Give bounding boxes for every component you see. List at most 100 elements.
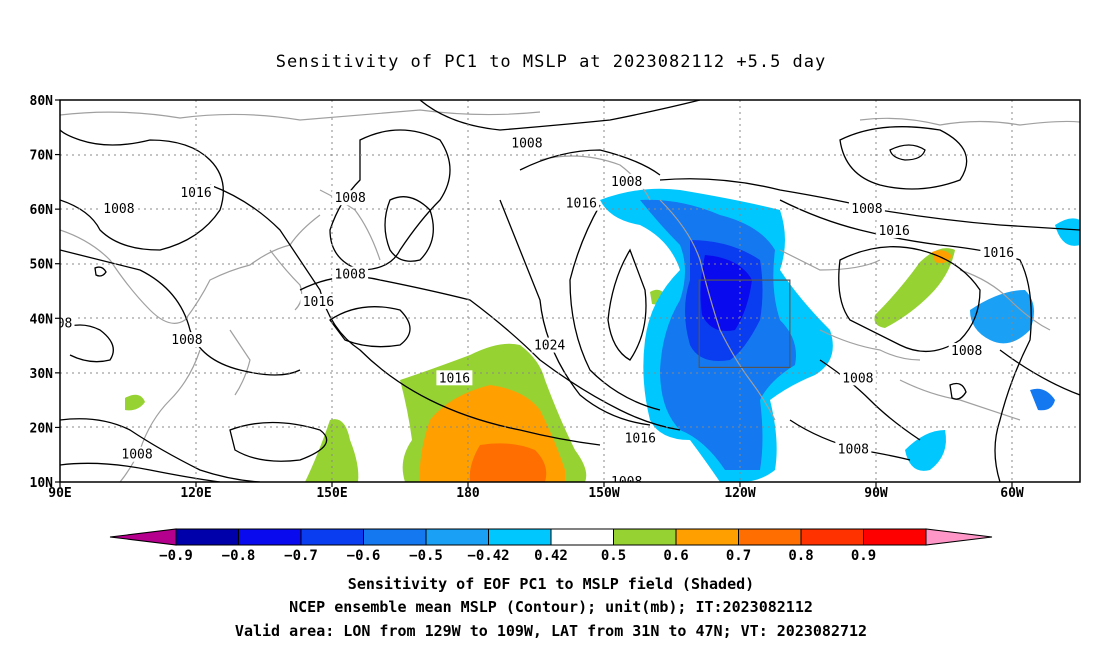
shade-green-dateline-west bbox=[305, 419, 359, 482]
shade-negative-east-2 bbox=[1030, 388, 1055, 411]
contour-label-bg bbox=[980, 244, 1017, 260]
lat-tick-label: 30N bbox=[30, 367, 54, 382]
colorbar-swatch bbox=[738, 528, 802, 546]
contour-label-bg bbox=[508, 135, 545, 151]
contour-label: 08 bbox=[57, 317, 73, 332]
contour-label: 1008 bbox=[951, 344, 982, 359]
shading-layer bbox=[125, 188, 1080, 482]
mslp-contours bbox=[60, 100, 1080, 482]
colorbar-swatch bbox=[488, 528, 552, 546]
contour-label: 1016 bbox=[180, 186, 211, 201]
contour-label-bg bbox=[839, 370, 876, 386]
lat-tick-label: 10N bbox=[30, 476, 54, 491]
contour-label-bg bbox=[948, 343, 985, 359]
colorbar-swatch bbox=[863, 528, 927, 546]
contour-label: 1008 bbox=[842, 371, 873, 386]
colorbar-swatch bbox=[613, 528, 677, 546]
lon-tick-label: 90E bbox=[48, 486, 71, 501]
colorbar-swatch bbox=[800, 528, 864, 546]
caption-line-2: NCEP ensemble mean MSLP (Contour); unit(… bbox=[289, 598, 813, 616]
colorbar: −0.9 −0.8 −0.7 −0.6 −0.5 −0.42 0.42 0.5 0.6 0.7 0.… bbox=[109, 528, 993, 564]
contour-label-bg bbox=[608, 173, 645, 189]
colorbar-label: 0.42 bbox=[534, 548, 568, 564]
colorbar-label: −0.8 bbox=[222, 548, 256, 564]
valid-area-box bbox=[698, 279, 791, 369]
contour-label-bg bbox=[300, 293, 337, 309]
contour-label-bg bbox=[100, 201, 137, 217]
colorbar-swatch bbox=[675, 528, 739, 546]
shade-positive-ne-america bbox=[874, 248, 955, 328]
colorbar-swatch bbox=[425, 528, 489, 546]
contour-label-bg bbox=[436, 370, 473, 386]
contour-label-bg bbox=[119, 446, 156, 462]
lon-tick-label: 120E bbox=[180, 486, 211, 501]
contour-label: 1016 bbox=[439, 371, 470, 386]
colorbar-label: −0.7 bbox=[284, 548, 318, 564]
lon-tick-label: 90W bbox=[864, 486, 888, 501]
colorbar-swatch bbox=[238, 528, 302, 546]
lon-tick-label: 60W bbox=[1000, 486, 1024, 501]
contour-label-bg bbox=[168, 332, 205, 348]
contour-label: 1008 bbox=[838, 442, 869, 457]
contour-label: 1016 bbox=[878, 224, 909, 239]
colorbar-over-triangle bbox=[925, 528, 993, 546]
contour-label-bg bbox=[563, 195, 600, 211]
colorbar-label: −0.42 bbox=[467, 548, 509, 564]
contour-label: 1008 bbox=[171, 333, 202, 348]
shade-green-small-1 bbox=[125, 394, 145, 411]
lat-axis: 80N 70N 60N 50N 40N 30N 20N 10N bbox=[30, 94, 60, 491]
chart-title: Sensitivity of PC1 to MSLP at 2023082112… bbox=[276, 52, 827, 72]
contour-label: 1008 bbox=[334, 191, 365, 206]
colorbar-label: 0.9 bbox=[851, 548, 876, 564]
shade-negative-darkest bbox=[700, 255, 752, 331]
lon-tick-label: 180 bbox=[456, 486, 480, 501]
colorbar-label: 0.5 bbox=[601, 548, 626, 564]
contour-label: 1008 bbox=[611, 475, 642, 490]
coastlines bbox=[60, 109, 1080, 482]
colorbar-label: −0.9 bbox=[159, 548, 193, 564]
contour-label: 1008 bbox=[334, 268, 365, 283]
colorbar-under-triangle bbox=[109, 528, 177, 546]
contour-label: 1016 bbox=[566, 197, 597, 212]
graticule bbox=[60, 100, 1080, 482]
colorbar-swatch bbox=[300, 528, 364, 546]
contour-label-bg bbox=[835, 441, 872, 457]
contour-label-bg bbox=[60, 315, 75, 331]
contour-label-bg bbox=[332, 190, 369, 206]
colorbar-label: 0.7 bbox=[726, 548, 751, 564]
shade-darkorange-central-pacific bbox=[469, 443, 547, 482]
lon-tick-label: 150E bbox=[316, 486, 347, 501]
contour-label-bg bbox=[622, 430, 659, 446]
lon-tick-label: 120W bbox=[724, 486, 755, 501]
shade-negative-east-3 bbox=[1055, 218, 1080, 246]
contour-label: 1008 bbox=[121, 448, 152, 463]
map-frame bbox=[59, 99, 1081, 483]
contour-label: 1008 bbox=[103, 202, 134, 217]
lat-tick-label: 80N bbox=[30, 94, 54, 109]
lat-tick-label: 20N bbox=[30, 421, 54, 436]
contour-label: 1008 bbox=[851, 202, 882, 217]
lon-tick-label: 150W bbox=[588, 486, 619, 501]
contour-label-bg bbox=[178, 184, 214, 200]
shade-negative-east-1 bbox=[970, 290, 1034, 344]
caption-line-1: Sensitivity of EOF PC1 to MSLP field (Sh… bbox=[348, 575, 754, 593]
contour-label: 1016 bbox=[303, 295, 334, 310]
lat-tick-label: 50N bbox=[30, 258, 54, 273]
colorbar-swatch bbox=[550, 528, 614, 546]
contour-label: 1008 bbox=[611, 175, 642, 190]
contour-label: 1016 bbox=[983, 246, 1014, 261]
lon-axis: 90E 120E 150E 180 150W 120W 90W 60W bbox=[48, 482, 1024, 501]
contour-label-bg bbox=[531, 337, 568, 353]
contour-label: 1016 bbox=[625, 431, 656, 446]
contour-label: 1008 bbox=[511, 137, 542, 152]
colorbar-label: −0.5 bbox=[409, 548, 443, 564]
contour-label-bg bbox=[332, 266, 369, 282]
contour-label: 1024 bbox=[534, 339, 565, 354]
colorbar-label: 0.8 bbox=[788, 548, 813, 564]
lat-tick-label: 40N bbox=[30, 312, 54, 327]
contour-label-bg bbox=[608, 474, 645, 482]
colorbar-label: −0.6 bbox=[347, 548, 381, 564]
